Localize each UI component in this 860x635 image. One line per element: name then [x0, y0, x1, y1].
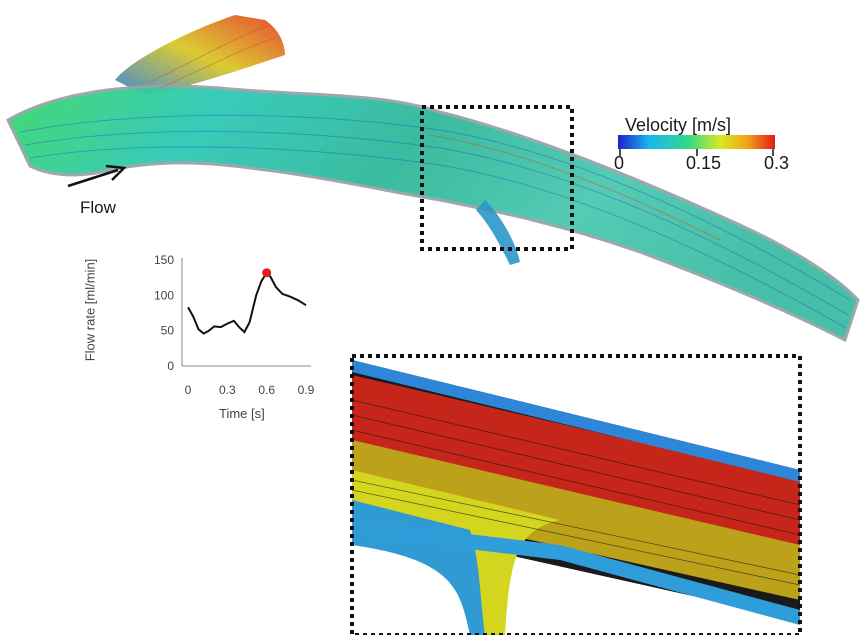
flow-rate-line: [187, 271, 307, 335]
zoomed-inset-border: [350, 354, 802, 635]
chart-x-tick-label: 0: [185, 383, 192, 397]
colorbar-title: Velocity [m/s]: [625, 115, 732, 135]
flow-rate-chart: 0 50 100 150 0 0.3 0.6 0.9: [154, 253, 315, 397]
chart-x-tick-label: 0.9: [298, 383, 315, 397]
chart-x-tick-label: 0.3: [219, 383, 236, 397]
colorbar-tick-label: 0.15: [686, 153, 722, 173]
colorbar-tick-label: 0: [614, 153, 625, 173]
chart-y-tick-label: 150: [154, 253, 174, 267]
chart-y-tick-label: 0: [167, 359, 174, 373]
zoomed-inset: [352, 356, 800, 635]
colorbar-tick-label: 0.3: [764, 153, 790, 173]
peak-marker: [262, 268, 272, 278]
vessel-model: [6, 15, 860, 343]
chart-y-tick-label: 50: [161, 324, 175, 338]
chart-x-axis-label: Time [s]: [219, 406, 265, 421]
zoom-region-marker: [420, 105, 574, 251]
chart-y-axis-label: Flow rate [ml/min]: [82, 258, 98, 362]
flow-label: Flow: [80, 198, 116, 217]
chart-y-tick-label: 100: [154, 288, 174, 302]
colorbar-gradient: [618, 135, 775, 149]
colorbar-ticks: [619, 149, 774, 156]
chart-x-tick-label: 0.6: [258, 383, 275, 397]
flow-arrow-icon: [67, 164, 127, 188]
